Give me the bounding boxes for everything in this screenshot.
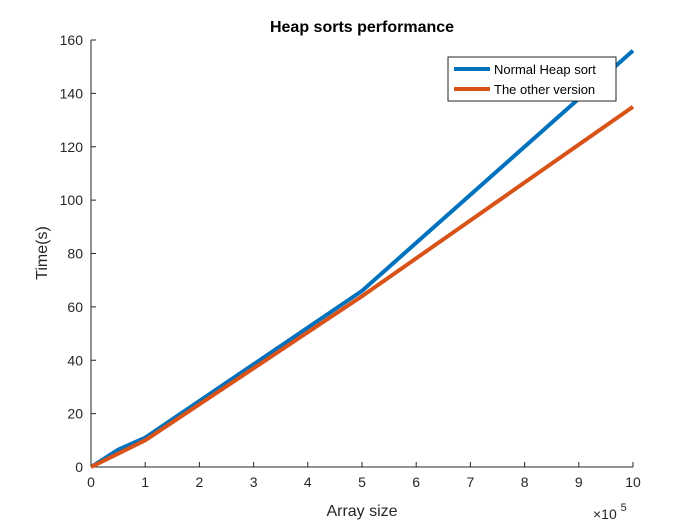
x-tick-label: 8 bbox=[521, 474, 529, 490]
series-layer bbox=[89, 49, 635, 469]
x-tick-label: 6 bbox=[412, 474, 420, 490]
chart-title: Heap sorts performance bbox=[270, 19, 454, 36]
y-tick-label: 100 bbox=[60, 192, 84, 208]
legend-items: Normal Heap sort The other version bbox=[454, 62, 596, 97]
y-tick-label: 80 bbox=[67, 246, 83, 262]
x-tick-label: 7 bbox=[467, 474, 475, 490]
x-tick-label: 0 bbox=[87, 474, 95, 490]
legend-box bbox=[447, 56, 617, 102]
y-tick-label: 120 bbox=[60, 139, 84, 155]
series-line-2 bbox=[90, 105, 635, 469]
x-tick-label: 9 bbox=[575, 474, 583, 490]
series-line-1 bbox=[89, 49, 635, 469]
y-tick-label: 20 bbox=[67, 406, 83, 422]
x-tick-label: 3 bbox=[250, 474, 258, 490]
x-tick-label: 1 bbox=[141, 474, 149, 490]
x-tick-label: 2 bbox=[196, 474, 204, 490]
x-axis-ticks: 0 1 2 3 4 5 6 7 8 9 10 bbox=[87, 462, 641, 490]
y-tick-label: 160 bbox=[60, 32, 84, 48]
x-tick-label: 10 bbox=[625, 474, 641, 490]
y-tick-label: 60 bbox=[67, 299, 83, 315]
exponent-base: ×10 bbox=[593, 506, 617, 522]
exponent-power: 5 bbox=[621, 502, 627, 514]
y-tick-label: 40 bbox=[67, 352, 83, 368]
x-axis-label: Array size bbox=[326, 503, 397, 520]
x-tick-label: 4 bbox=[304, 474, 312, 490]
legend-label-1: Normal Heap sort bbox=[494, 62, 596, 77]
y-tick-label: 140 bbox=[60, 85, 84, 101]
y-tick-label: 0 bbox=[75, 459, 83, 475]
x-tick-label: 5 bbox=[358, 474, 366, 490]
y-axis-ticks: 0 20 40 60 80 100 120 140 160 bbox=[60, 32, 96, 475]
legend-label-2: The other version bbox=[494, 82, 595, 97]
x-axis-exponent-label: ×10 5 bbox=[593, 502, 627, 522]
y-axis-label: Time(s) bbox=[34, 226, 51, 280]
legend: Normal Heap sort The other version bbox=[447, 56, 617, 102]
plot-area bbox=[91, 40, 633, 467]
